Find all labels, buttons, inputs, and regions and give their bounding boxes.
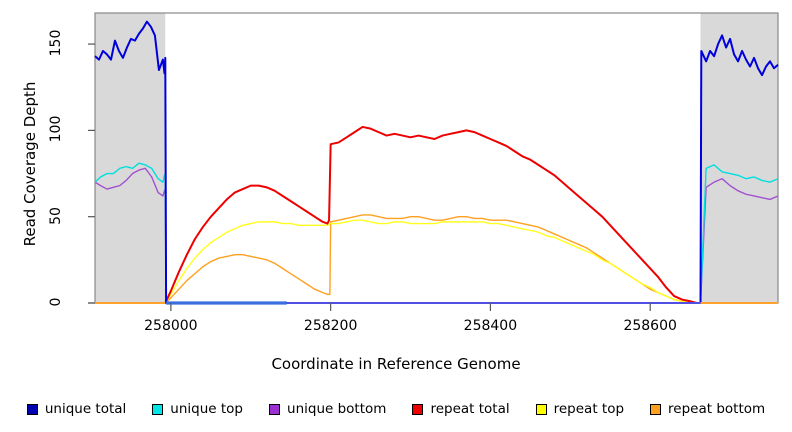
legend-swatch-icon bbox=[152, 403, 164, 415]
legend-label: unique top bbox=[170, 401, 244, 417]
legend-label: repeat total bbox=[430, 401, 510, 417]
series-line-repeat-bottom bbox=[95, 214, 778, 304]
legend-label: unique bottom bbox=[287, 401, 387, 417]
legend-label: repeat bottom bbox=[668, 401, 766, 417]
plot-frame bbox=[94, 12, 779, 304]
chart-legend: unique total unique top unique bottom re… bbox=[0, 398, 792, 420]
series-line-repeat-top bbox=[164, 219, 700, 304]
legend-item-repeat-bottom: repeat bottom bbox=[650, 401, 765, 417]
x-tick-label-258600: 258600 bbox=[623, 318, 677, 334]
x-tick-label-258400: 258400 bbox=[463, 318, 518, 334]
x-axis-title: Coordinate in Reference Genome bbox=[271, 355, 521, 373]
legend-item-unique-total: unique total bbox=[26, 401, 127, 417]
series-line-unique-top bbox=[94, 162, 779, 304]
legend-swatch-icon bbox=[535, 403, 547, 415]
legend-swatch-icon bbox=[650, 403, 662, 415]
legend-item-unique-bottom: unique bottom bbox=[269, 401, 386, 417]
legend-swatch-icon bbox=[26, 403, 38, 415]
legend-item-unique-top: unique top bbox=[152, 401, 243, 417]
legend-item-repeat-top: repeat top bbox=[535, 401, 625, 417]
legend-item-repeat-total: repeat total bbox=[412, 401, 510, 417]
x-tick-label-258000: 258000 bbox=[144, 318, 198, 334]
shaded-region-right-flank-repeat-mask bbox=[700, 13, 778, 303]
series-line-unique-total bbox=[94, 20, 779, 304]
legend-swatch-icon bbox=[269, 403, 281, 415]
x-tick-label-258200: 258200 bbox=[303, 318, 358, 334]
shaded-region-left-flank-repeat-mask bbox=[95, 13, 166, 303]
legend-label: unique total bbox=[44, 401, 127, 417]
legend-swatch-icon bbox=[412, 403, 424, 415]
series-line-repeat-total bbox=[164, 125, 700, 304]
legend-label: repeat top bbox=[553, 401, 625, 417]
